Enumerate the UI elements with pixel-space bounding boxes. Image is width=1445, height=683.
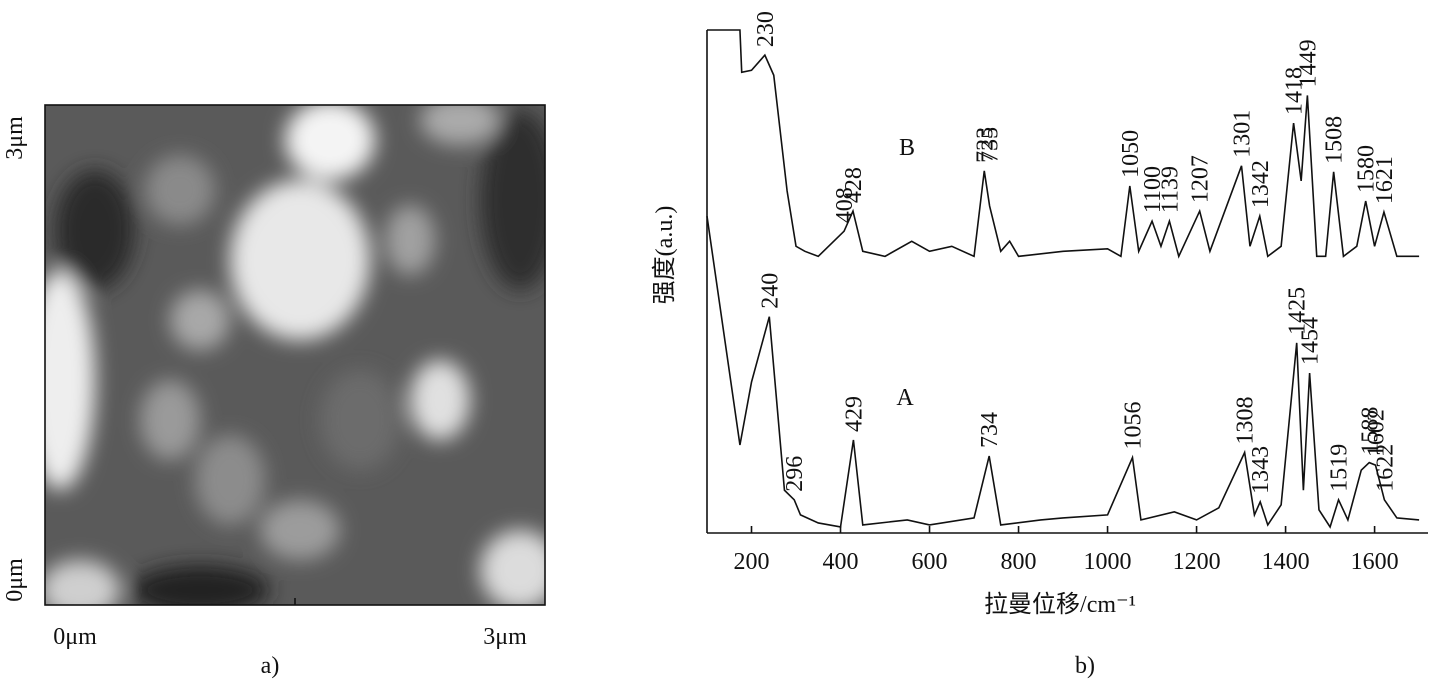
x-axis-label: 拉曼位移/cm⁻¹ xyxy=(984,591,1136,618)
peak-label: 723 xyxy=(972,127,998,163)
peak-label: 735 xyxy=(978,127,1004,163)
peak-label: 1342 xyxy=(1248,160,1274,208)
x-tick-label: 1000 xyxy=(1084,549,1132,575)
x-tick-label: 1200 xyxy=(1173,549,1221,575)
chart-caption: b) xyxy=(1075,653,1095,679)
peak-label: 428 xyxy=(841,167,867,203)
peak-label: 408 xyxy=(832,187,858,223)
peak-label: 1308 xyxy=(1233,397,1259,445)
x-tick-label: 200 xyxy=(734,549,770,575)
series-label: B xyxy=(899,135,915,161)
spectrum-line xyxy=(706,215,1420,529)
peak-label: 1050 xyxy=(1118,130,1144,178)
peak-label: 1139 xyxy=(1157,166,1183,213)
x-tick-label: 800 xyxy=(1001,549,1037,575)
x-tick-label: 1400 xyxy=(1262,549,1310,575)
y-axis-label: 强度(a.u.) xyxy=(651,206,678,305)
peak-label: 1621 xyxy=(1372,156,1398,204)
image-x-right-label: 3μm xyxy=(483,624,527,650)
image-y-top-label: 3μm xyxy=(2,116,28,160)
peak-label: 1580 xyxy=(1354,145,1380,193)
peak-label: 1454 xyxy=(1298,317,1324,365)
x-tick-label: 600 xyxy=(912,549,948,575)
peak-label: 1056 xyxy=(1120,402,1146,450)
peak-label: 296 xyxy=(782,456,808,492)
peak-label: 429 xyxy=(841,396,867,432)
spectrum-line xyxy=(707,29,1420,259)
image-y-bottom-label: 0μm xyxy=(2,558,28,602)
peak-label: 1207 xyxy=(1188,155,1214,203)
peak-label: 1301 xyxy=(1230,110,1256,158)
image-caption: a) xyxy=(261,653,280,679)
peak-label: 1508 xyxy=(1322,116,1348,164)
afm-image xyxy=(45,105,545,605)
peak-label: 1449 xyxy=(1295,39,1321,87)
peak-label: 230 xyxy=(753,11,779,47)
peak-label: 1588 xyxy=(1357,407,1383,455)
peak-label: 1100 xyxy=(1140,166,1166,213)
peak-label: 1602 xyxy=(1363,409,1389,457)
image-x-left-label: 0μm xyxy=(53,624,97,650)
peak-label: 1519 xyxy=(1327,444,1353,492)
peak-label: 1343 xyxy=(1248,446,1274,494)
spectrum-chart: 强度(a.u.) 拉曼位移/cm⁻¹ b) A B xyxy=(651,135,1136,679)
series-label: A xyxy=(896,385,914,411)
x-tick-label: 400 xyxy=(823,549,859,575)
peak-label: 1425 xyxy=(1285,287,1311,335)
peak-label: 734 xyxy=(977,412,1003,448)
x-tick-label: 1600 xyxy=(1351,549,1399,575)
peak-label: 1418 xyxy=(1282,67,1308,115)
peak-label: 1622 xyxy=(1372,444,1398,492)
peak-label: 240 xyxy=(757,273,783,309)
